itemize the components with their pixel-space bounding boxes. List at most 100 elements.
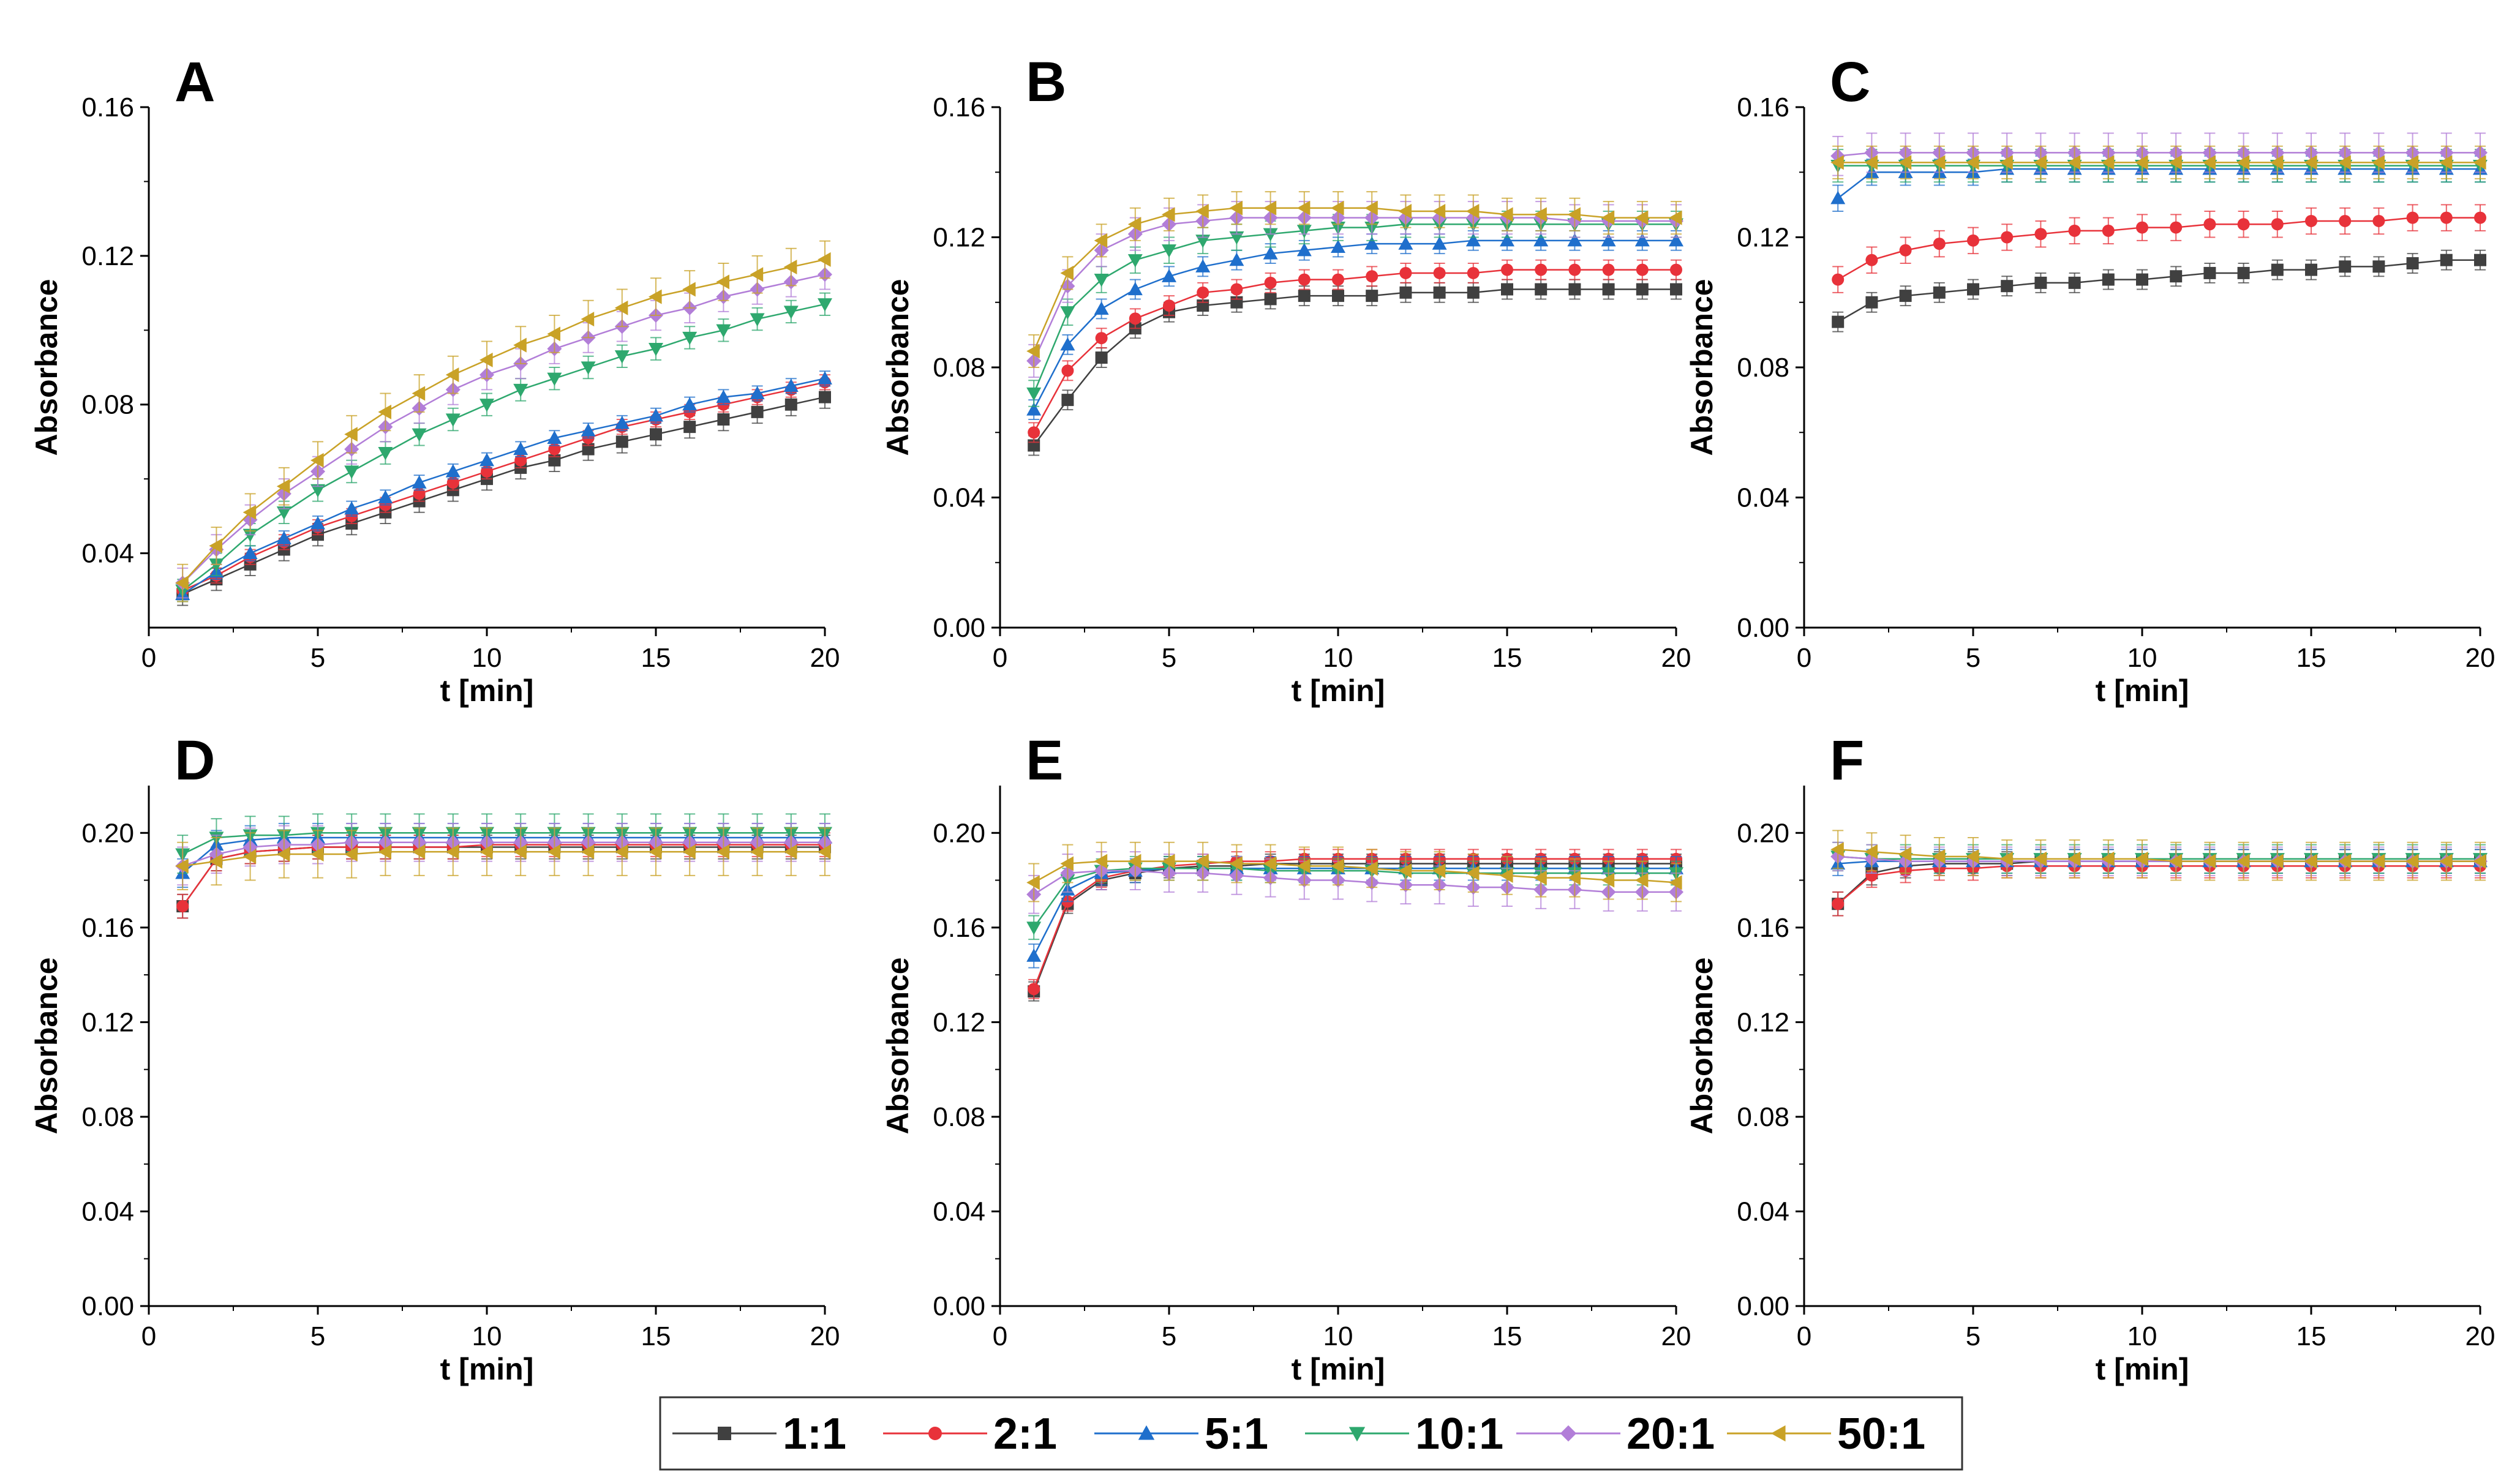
data-point xyxy=(650,428,662,441)
data-point xyxy=(1264,293,1277,306)
x-tick-label: 10 xyxy=(2127,643,2157,673)
data-point xyxy=(1864,844,1878,860)
data-point xyxy=(1026,875,1040,890)
y-tick-label: 0.12 xyxy=(81,241,134,271)
y-tick-label: 0.16 xyxy=(1737,92,1789,122)
legend-entry-5-to-1: 5:1 xyxy=(1094,1410,1268,1459)
data-point xyxy=(1127,854,1142,869)
data-point xyxy=(1999,851,2013,866)
series-50-to-1 xyxy=(1830,145,2486,179)
x-tick-label: 0 xyxy=(1797,1321,1811,1351)
data-point xyxy=(2406,257,2419,269)
data-point xyxy=(412,428,427,442)
data-point xyxy=(581,844,595,860)
data-point xyxy=(2372,214,2385,227)
data-point xyxy=(1162,269,1176,282)
data-point xyxy=(2068,224,2081,237)
data-point xyxy=(1026,922,1042,935)
data-point xyxy=(1195,235,1211,248)
data-point xyxy=(1127,282,1143,296)
data-point xyxy=(1899,290,1912,302)
data-point xyxy=(1026,402,1042,416)
data-point xyxy=(784,398,797,411)
data-point xyxy=(581,361,596,375)
y-tick-label: 0.20 xyxy=(81,818,134,848)
data-point xyxy=(2202,854,2216,869)
data-point xyxy=(445,413,461,427)
data-point xyxy=(1966,155,1979,170)
data-point xyxy=(547,844,560,860)
data-point xyxy=(480,844,493,860)
legend-entry-2-to-1: 2:1 xyxy=(883,1410,1057,1459)
data-point xyxy=(2135,155,2148,170)
series-line xyxy=(182,836,825,874)
data-point xyxy=(1634,873,1649,888)
data-point xyxy=(818,298,832,312)
y-tick-label: 0.00 xyxy=(1737,1291,1789,1321)
data-point xyxy=(2034,228,2047,241)
data-point xyxy=(2170,270,2183,283)
data-point xyxy=(581,312,595,327)
data-point xyxy=(1568,263,1581,276)
data-point xyxy=(716,274,729,290)
data-point xyxy=(1229,252,1244,266)
data-point xyxy=(1500,207,1513,222)
data-point xyxy=(1967,234,1979,247)
data-point xyxy=(1129,312,1142,325)
data-point xyxy=(2339,260,2352,273)
data-point xyxy=(783,844,797,860)
data-point xyxy=(783,260,797,275)
data-point xyxy=(1865,296,1878,309)
data-point xyxy=(1364,861,1378,876)
data-point xyxy=(1670,283,1682,296)
legend-label: 1:1 xyxy=(783,1410,846,1459)
legend-marker xyxy=(1348,1427,1366,1442)
data-point xyxy=(1898,847,1912,862)
data-point xyxy=(445,367,459,383)
data-point xyxy=(783,306,799,319)
data-point xyxy=(243,505,257,520)
data-point xyxy=(514,454,527,467)
data-point xyxy=(1398,204,1412,219)
data-point xyxy=(1094,301,1109,315)
data-point xyxy=(276,479,290,494)
legend-label: 2:1 xyxy=(993,1410,1057,1459)
data-point xyxy=(2439,854,2453,869)
data-point xyxy=(1331,858,1344,874)
data-point xyxy=(2034,276,2047,289)
series-50-to-1 xyxy=(1026,191,1682,368)
data-point xyxy=(614,300,628,315)
data-point xyxy=(344,427,358,442)
data-point xyxy=(310,847,324,862)
data-point xyxy=(1296,242,1312,257)
y-tick-label: 0.08 xyxy=(933,1102,985,1132)
y-tick-label: 0.00 xyxy=(81,1291,134,1321)
data-point xyxy=(750,844,764,860)
y-tick-label: 0.16 xyxy=(1737,913,1789,943)
data-point xyxy=(445,464,461,478)
data-point xyxy=(2136,273,2148,286)
data-point xyxy=(1432,863,1446,879)
data-point xyxy=(1830,842,1844,857)
data-point xyxy=(548,443,561,456)
data-point xyxy=(1669,233,1683,247)
data-point xyxy=(513,441,528,456)
data-point xyxy=(1026,948,1042,962)
data-point xyxy=(276,506,291,520)
data-point xyxy=(649,408,663,422)
data-point xyxy=(2237,218,2250,231)
data-point xyxy=(1933,286,1946,299)
data-point xyxy=(682,331,698,345)
data-point xyxy=(513,337,527,353)
data-point xyxy=(2305,263,2317,276)
data-point xyxy=(1263,200,1277,216)
data-point xyxy=(1634,233,1650,247)
data-point xyxy=(1364,236,1380,250)
data-point xyxy=(2440,253,2453,266)
data-point xyxy=(2102,273,2115,286)
data-point xyxy=(2372,260,2385,273)
data-point xyxy=(1830,190,1846,205)
series-line xyxy=(182,377,826,595)
data-point xyxy=(1535,263,1548,276)
